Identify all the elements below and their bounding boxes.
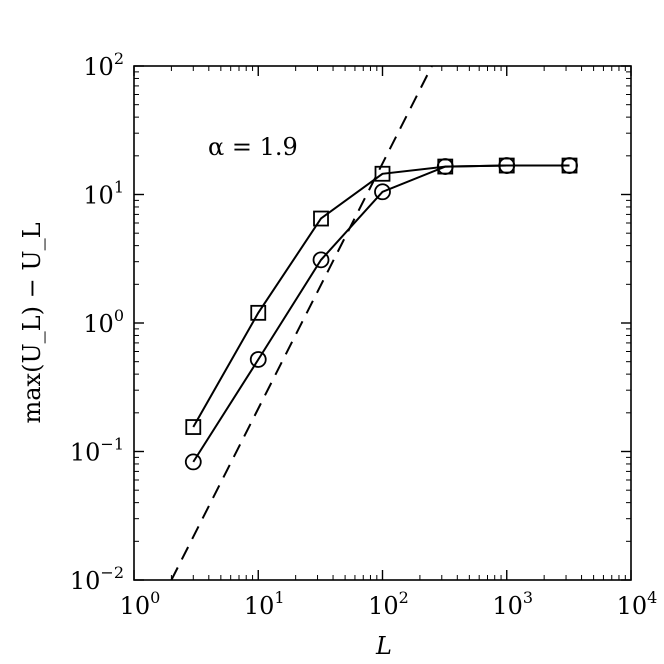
x-tick-label: 101 <box>244 588 285 620</box>
x-tick-label: 100 <box>120 588 161 620</box>
y-tick-labels: 10−2 10−1 100 101 102 <box>70 49 124 595</box>
square-marker <box>313 210 329 227</box>
y-tick-label: 10−2 <box>70 563 124 595</box>
circle-marker <box>374 183 391 201</box>
square-marker <box>250 304 267 321</box>
circle-marker <box>184 453 202 471</box>
circle-marker <box>249 351 267 368</box>
circle-marker <box>498 157 516 174</box>
annotation-alpha: α = 1.9 <box>208 133 298 161</box>
x-tick-label: 102 <box>368 588 409 620</box>
series-group <box>170 66 578 580</box>
circle-marker <box>312 251 330 269</box>
axis-ticks <box>133 65 632 581</box>
x-tick-labels: 100 101 102 103 104 <box>120 588 658 620</box>
y-axis-label: max(U_L) − U_L <box>18 222 46 423</box>
x-tick-label: 103 <box>492 588 533 620</box>
y-tick-label: 101 <box>83 178 124 210</box>
series-line-circle <box>192 164 570 463</box>
y-tick-label: 102 <box>83 49 124 81</box>
y-tick-label: 10−1 <box>70 435 124 467</box>
series-line-square <box>192 164 570 428</box>
dashed-reference-line <box>170 66 433 580</box>
circle-marker <box>436 158 454 175</box>
square-marker <box>374 165 391 182</box>
x-axis-label: L <box>375 632 392 660</box>
circle-marker <box>561 157 578 174</box>
y-tick-label: 100 <box>83 306 124 338</box>
square-marker <box>185 419 202 435</box>
x-tick-label: 104 <box>617 588 658 620</box>
